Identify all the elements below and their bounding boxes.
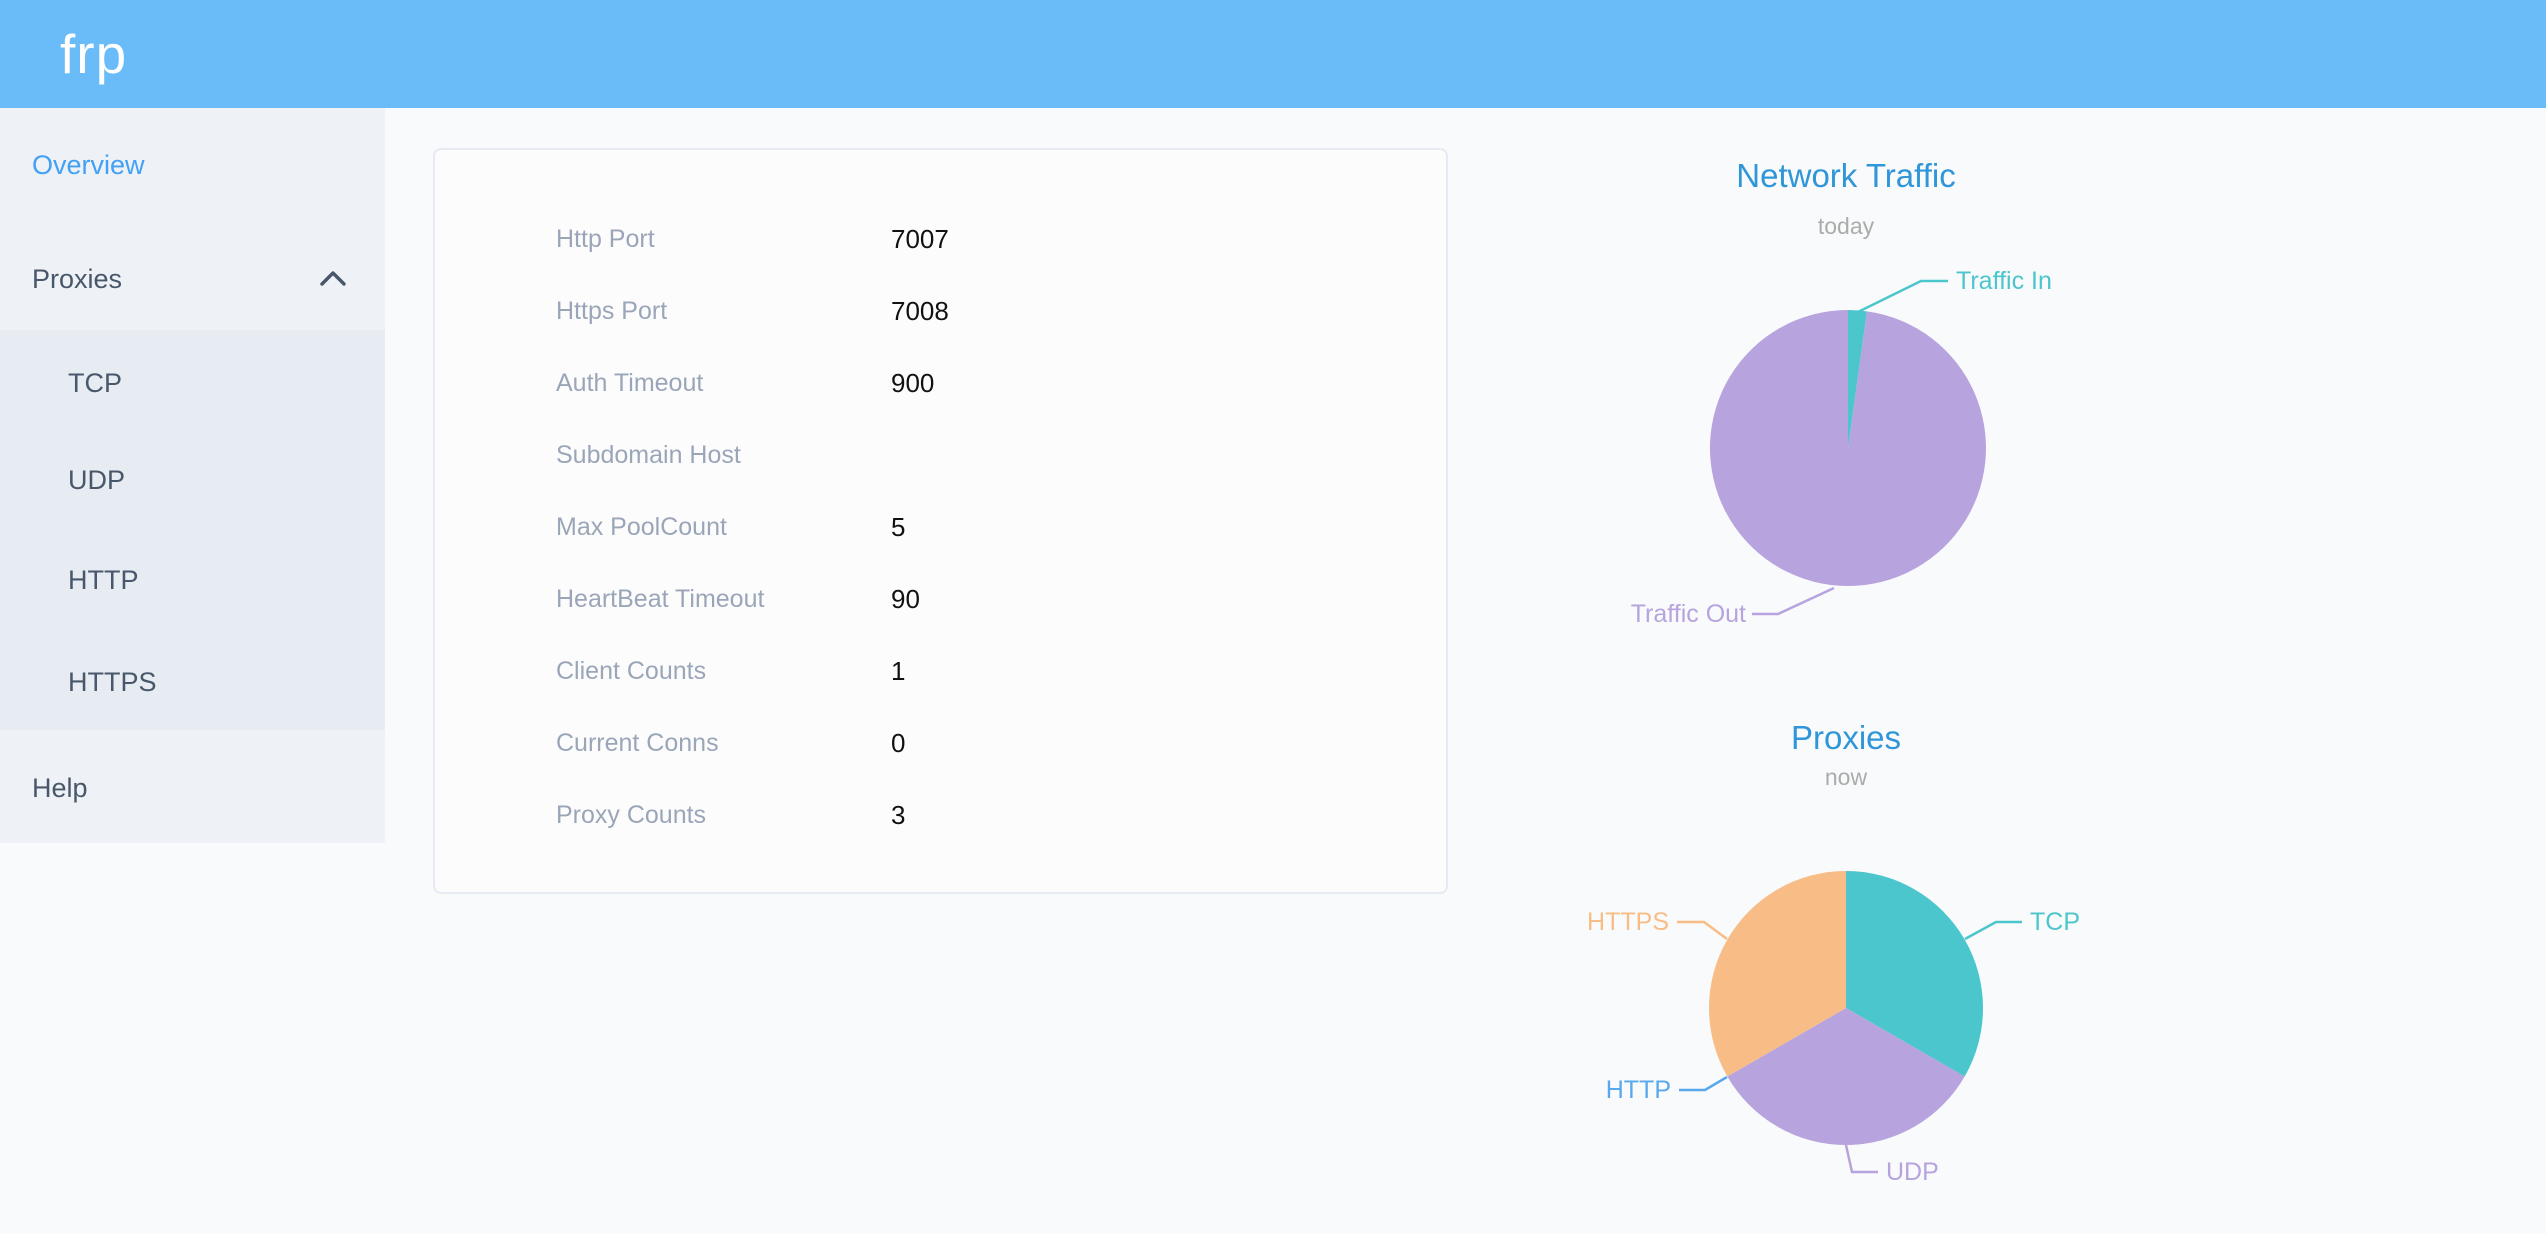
leader-traffic-in [1857,279,1948,314]
leader-https [1677,920,1728,941]
info-row-value: 0 [891,728,906,758]
sidebar-item-proxies[interactable]: Proxies [32,264,123,294]
info-row: Max PoolCount 5 [435,512,1446,542]
pie-slice-traffic-in[interactable] [1848,310,1868,448]
info-row: Auth Timeout 900 [435,368,1446,398]
info-row-value: 5 [891,512,906,542]
info-row-value: 1 [891,656,906,686]
info-row-label: Http Port [556,225,655,253]
info-row-label: HeartBeat Timeout [556,585,765,613]
info-row-label: Https Port [556,297,668,325]
pie-slice-traffic-out[interactable] [1709,310,1986,586]
chart-title-proxies: Proxies [1790,719,1902,756]
app-header: frp [0,0,2546,108]
info-row: Subdomain Host [435,440,1446,470]
pie-label-udp: UDP [1886,1158,1939,1186]
leader-http [1679,1075,1728,1092]
pie-proxies [1708,871,1984,1146]
pie-slice-https[interactable] [1708,871,1846,1077]
pie-slice-tcp[interactable] [1846,871,1984,1077]
pie-label-traffic-out: Traffic Out [1630,600,1746,628]
info-row: Current Conns 0 [435,728,1446,758]
info-row-label: Max PoolCount [556,513,727,541]
sidebar-item-https[interactable]: HTTPS [68,667,157,697]
info-row: Proxy Counts 3 [435,800,1446,830]
pie-network-traffic [1709,310,1986,586]
leader-tcp [1964,920,2022,941]
sidebar-item-udp[interactable]: UDP [68,465,126,495]
info-row-label: Auth Timeout [556,369,704,397]
pie-label-http: HTTP [1605,1076,1671,1104]
sidebar-item-http[interactable]: HTTP [68,565,139,595]
info-row-value: 900 [891,368,935,398]
sidebar-item-tcp[interactable]: TCP [68,368,122,398]
info-row-value: 7008 [891,296,949,326]
chart-title-network-traffic: Network Traffic [1736,157,1956,194]
sidebar-item-overview[interactable]: Overview [32,150,145,180]
frp-logo: frp [60,23,128,85]
info-row-label: Subdomain Host [556,441,741,469]
leader-udp [1844,1144,1878,1174]
info-row: HeartBeat Timeout 90 [435,584,1446,614]
sidebar: Overview Proxies TCP UDP HTTP HTTPS Help [0,108,385,843]
sidebar-submenu-proxies: TCP UDP HTTP HTTPS [0,330,385,730]
info-row-value: 90 [891,584,920,614]
info-row-label: Current Conns [556,729,719,757]
pie-slice-udp[interactable] [1727,1008,1965,1146]
pie-label-traffic-in: Traffic In [1956,267,2052,295]
info-row: Https Port 7008 [435,296,1446,326]
chart-subtitle-now: now [1824,764,1868,790]
pie-label-tcp: TCP [2030,908,2080,936]
info-row: Client Counts 1 [435,656,1446,686]
info-row: Http Port 7007 [435,224,1446,254]
info-row-value: 3 [891,800,906,830]
info-row-value: 7007 [891,224,949,254]
chevron-up-icon [320,271,346,286]
chart-subtitle-today: today [1817,213,1875,239]
pie-label-https: HTTPS [1587,908,1669,936]
info-row-label: Proxy Counts [556,801,707,829]
sidebar-item-help[interactable]: Help [32,773,88,803]
server-info-card: Http Port 7007 Https Port 7008 Auth Timeout 9… [433,148,1448,894]
info-row-label: Client Counts [556,657,707,685]
leader-traffic-out [1752,586,1835,616]
